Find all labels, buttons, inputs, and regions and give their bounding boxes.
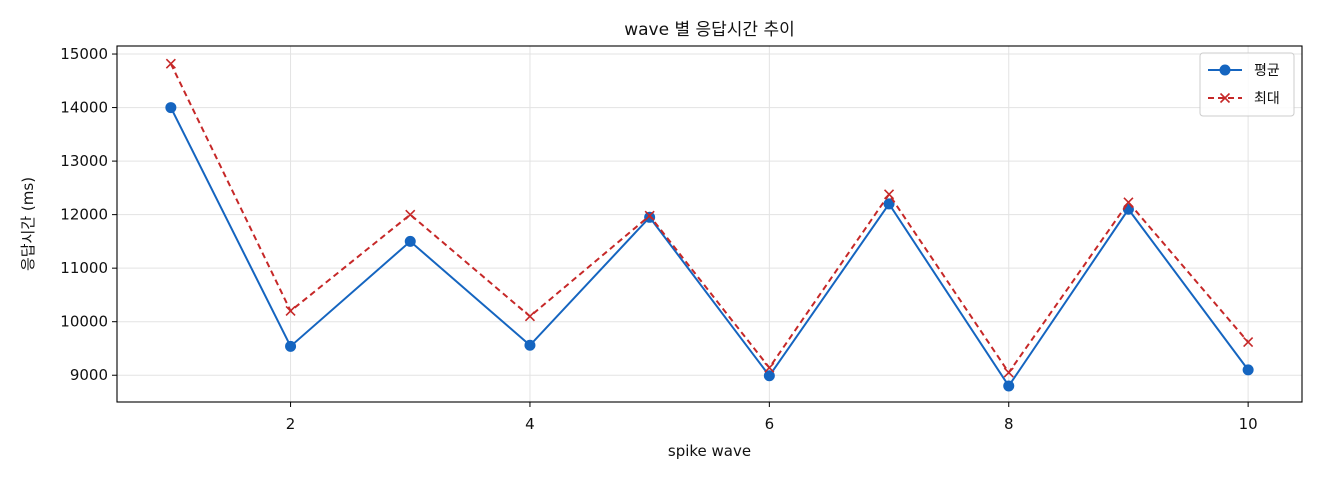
y-tick-label: 15000 [60, 45, 108, 63]
data-point [763, 370, 775, 382]
data-point-stroke-b [524, 311, 536, 322]
x-axis-title: spike wave [668, 442, 751, 460]
y-tick-label: 9000 [70, 366, 108, 384]
data-point [285, 340, 297, 352]
y-tick-label: 10000 [60, 313, 108, 331]
data-point [1003, 380, 1015, 392]
data-point [1003, 367, 1014, 378]
legend-label: 최대 [1254, 91, 1280, 107]
x-tick-label: 10 [1239, 415, 1258, 433]
data-point [883, 189, 895, 200]
legend-label: 평균 [1254, 63, 1280, 79]
x-tick-label: 8 [1004, 415, 1014, 433]
legend-item: 최대 [1208, 91, 1280, 107]
series-line [169, 63, 1249, 375]
series-line [169, 107, 1249, 388]
data-point [524, 339, 536, 351]
legend-marker [1219, 64, 1231, 76]
grid-layer [117, 46, 1302, 402]
data-point-stroke-b [644, 210, 655, 221]
series-layer [165, 58, 1254, 392]
chart-title: wave 별 응답시간 추이 [624, 20, 795, 40]
data-point-stroke-b [405, 209, 416, 220]
y-tick-label: 12000 [60, 206, 108, 224]
y-tick-label: 13000 [60, 152, 108, 170]
data-point [404, 235, 416, 247]
legend-marker [1219, 92, 1231, 104]
x-tick-label: 4 [525, 415, 535, 433]
x-tick-label: 2 [286, 415, 296, 433]
data-point-stroke-b [764, 362, 775, 373]
legend-item: 평균 [1208, 63, 1280, 79]
data-point [285, 305, 296, 317]
data-point-stroke-b [1003, 367, 1014, 378]
legend-marker-stroke-b [1219, 92, 1231, 104]
data-point [524, 311, 536, 322]
data-point [644, 210, 655, 221]
data-point [764, 362, 775, 373]
y-tick-label: 14000 [60, 99, 108, 117]
series-max [165, 58, 1254, 378]
data-point-stroke-b [285, 305, 296, 317]
y-tick-label: 11000 [60, 259, 108, 277]
tick-layer: 2 4 6 8 10 9000 10000 11000 12000 13000 14000 15000 [60, 45, 1257, 433]
data-point [883, 198, 895, 210]
data-point-stroke-b [883, 189, 895, 200]
data-point-stroke-b [1243, 336, 1254, 348]
data-point [405, 209, 416, 220]
x-tick-label: 6 [765, 415, 775, 433]
plot-frame [116, 45, 1303, 403]
y-axis-title: 응답시간 (ms) [19, 177, 37, 271]
data-point [1243, 336, 1254, 348]
data-point [1123, 197, 1134, 208]
legend-box [1199, 52, 1295, 117]
data-point-stroke-b [1123, 197, 1134, 208]
data-point [165, 102, 177, 114]
data-point [1242, 364, 1254, 376]
data-point-stroke-b [165, 58, 176, 69]
data-point [165, 58, 176, 69]
